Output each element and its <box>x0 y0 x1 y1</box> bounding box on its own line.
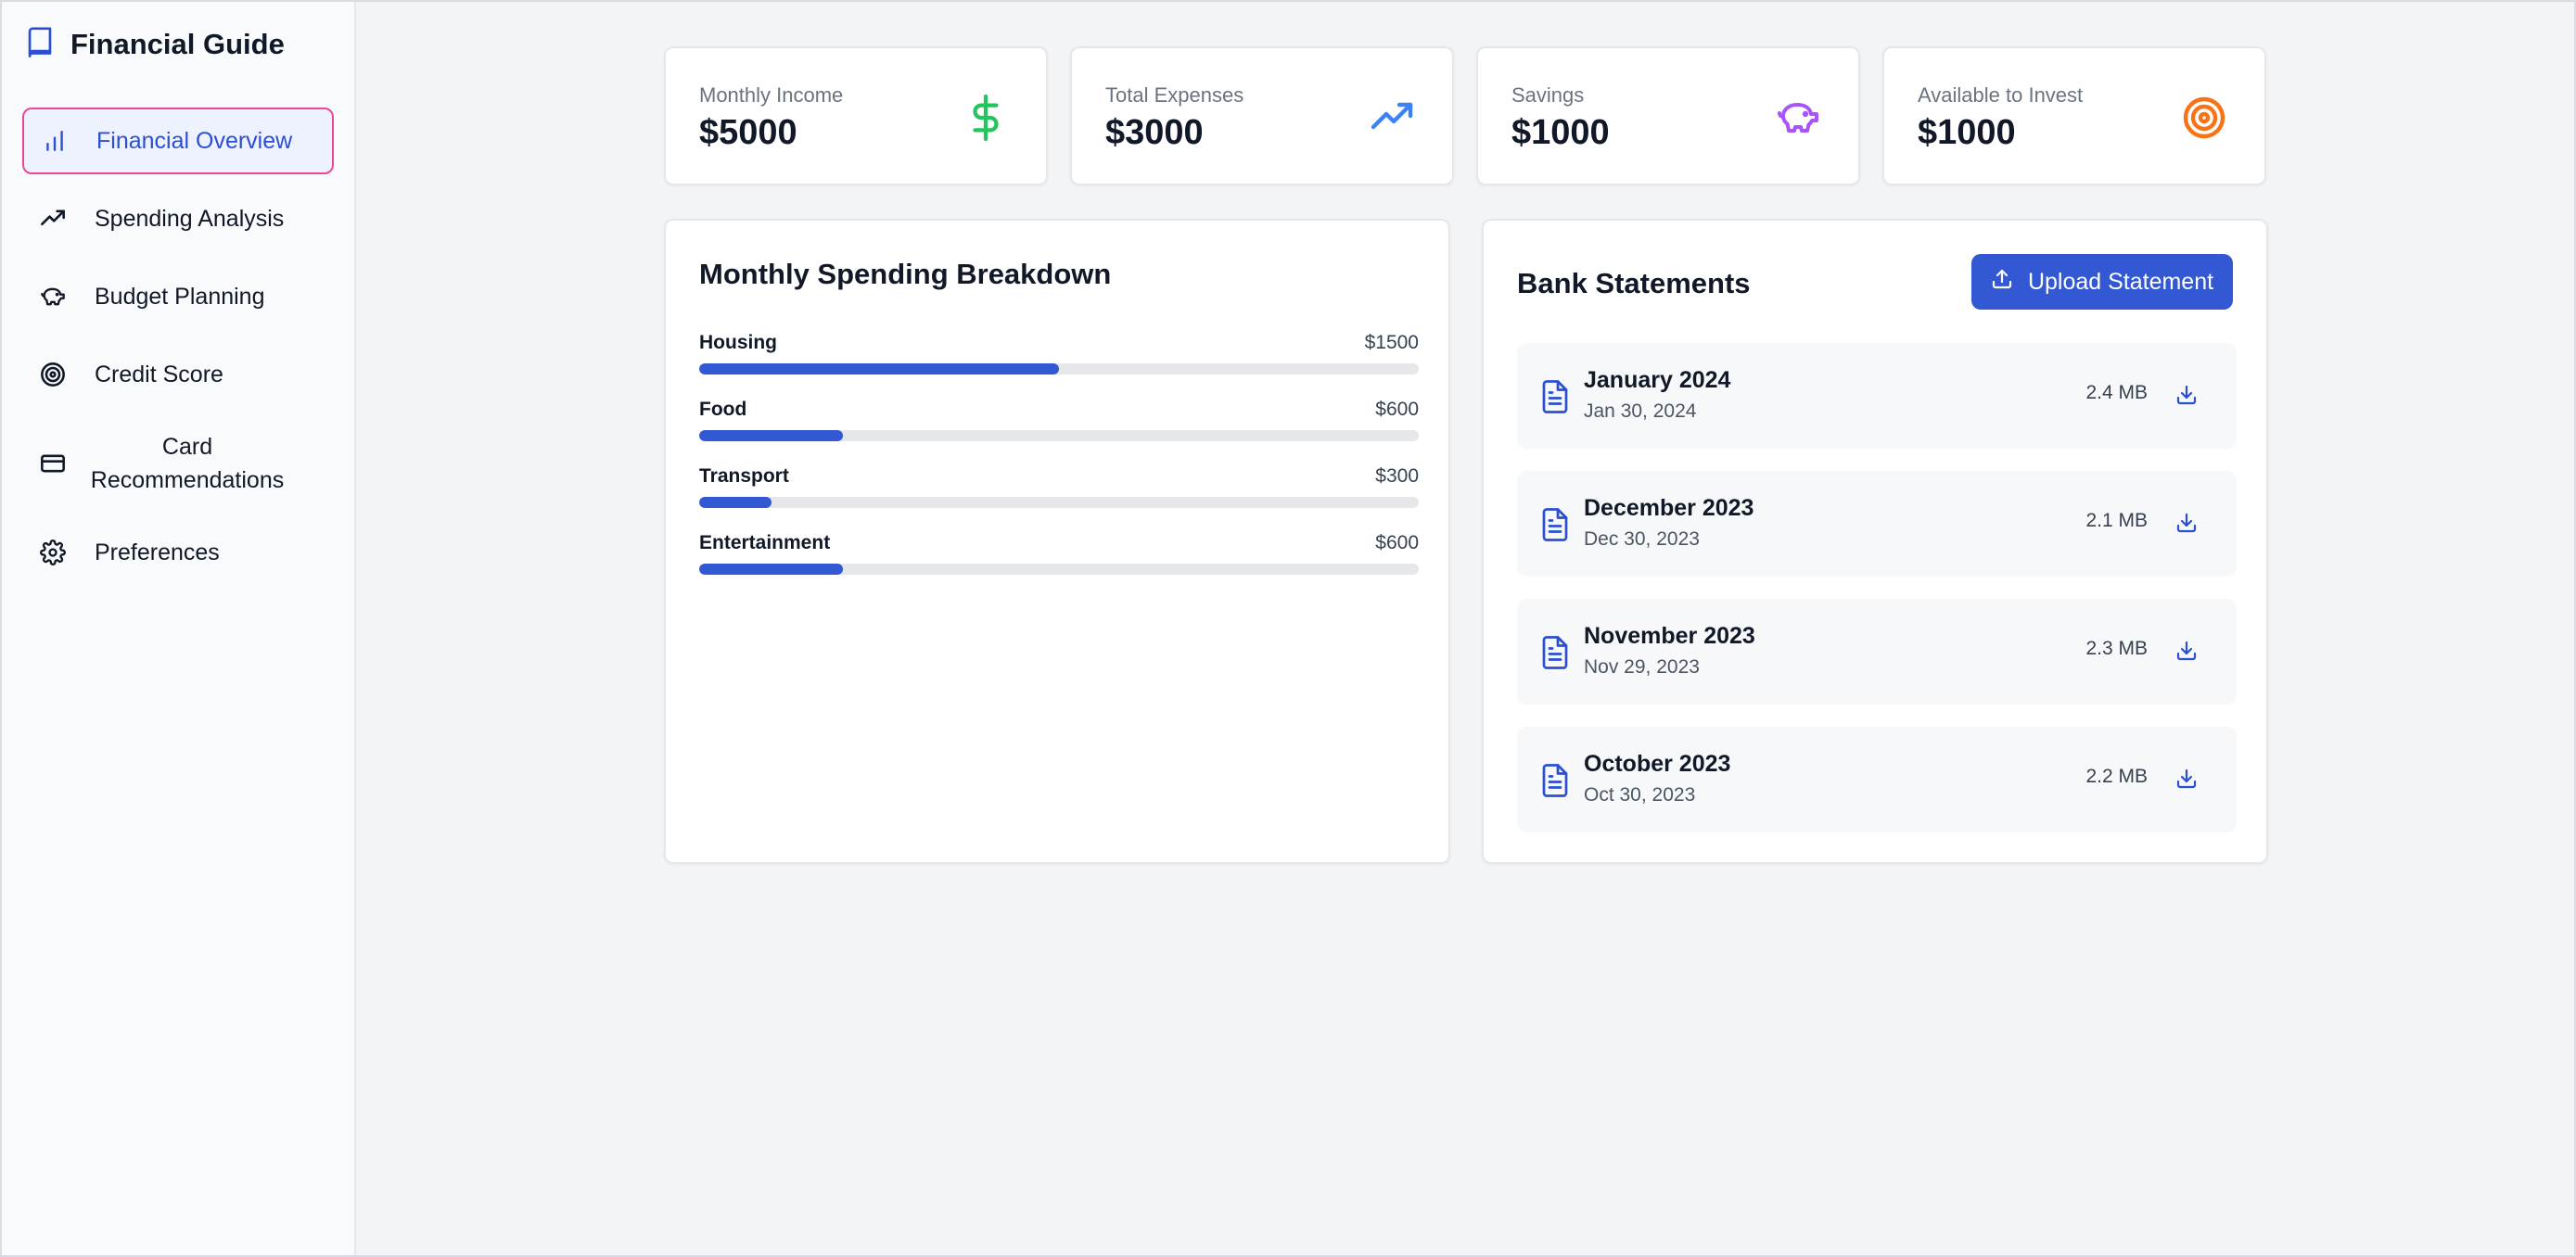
trending-up-icon <box>1369 95 1415 141</box>
file-text-icon <box>1541 508 1571 541</box>
spending-amount: $600 <box>1375 532 1419 553</box>
spending-progress-track <box>699 430 1419 441</box>
statement-size: 2.4 MB <box>2085 382 2148 403</box>
stat-label: Total Expenses <box>1105 83 1244 107</box>
sidebar-item-financial-overview[interactable]: Financial Overview <box>22 108 334 174</box>
stat-card-total-expenses: Total Expenses $3000 <box>1070 46 1454 185</box>
stat-card-monthly-income: Monthly Income $5000 <box>664 46 1048 185</box>
statement-date: Oct 30, 2023 <box>1584 784 1696 806</box>
sidebar-item-label: Credit Score <box>95 362 223 387</box>
spending-category: Housing <box>699 332 777 353</box>
sidebar-item-label: Financial Overview <box>96 128 293 154</box>
sidebar-item-spending-analysis[interactable]: Spending Analysis <box>22 185 334 252</box>
statement-size: 2.3 MB <box>2085 638 2148 659</box>
file-text-icon <box>1541 636 1571 669</box>
file-text-icon <box>1541 380 1571 413</box>
sidebar: Financial Guide Financial Overview Spend… <box>2 2 356 1255</box>
credit-card-icon <box>39 450 67 477</box>
spending-category: Transport <box>699 465 789 487</box>
upload-statement-label: Upload Statement <box>2027 268 2214 295</box>
spending-amount: $600 <box>1375 399 1419 420</box>
spending-row-transport: Transport $300 <box>699 463 1419 508</box>
stat-label: Savings <box>1511 83 1585 107</box>
spending-amount: $300 <box>1375 465 1419 487</box>
target-icon <box>2181 95 2227 141</box>
spending-progress-track <box>699 363 1419 375</box>
piggy-bank-icon <box>1775 95 1821 141</box>
target-icon <box>39 361 67 388</box>
statement-size: 2.2 MB <box>2085 766 2148 787</box>
sidebar-item-label: Spending Analysis <box>95 206 285 232</box>
main-content: Monthly Income $5000 Total Expenses $300… <box>356 2 2574 1255</box>
dollar-icon <box>963 95 1009 141</box>
statement-date: Dec 30, 2023 <box>1584 528 1700 550</box>
spending-category: Entertainment <box>699 532 831 553</box>
file-text-icon <box>1541 764 1571 797</box>
spending-progress-track <box>699 564 1419 575</box>
spending-amount: $1500 <box>1364 332 1419 353</box>
stat-label: Monthly Income <box>699 83 844 107</box>
stat-label: Available to Invest <box>1918 83 2084 107</box>
download-icon[interactable] <box>2172 636 2201 666</box>
stat-value: $5000 <box>699 113 797 152</box>
stat-value: $3000 <box>1105 113 1204 152</box>
stat-card-available-to-invest: Available to Invest $1000 <box>1882 46 2266 185</box>
upload-icon <box>1991 268 2013 297</box>
sidebar-item-label: Preferences <box>95 540 220 565</box>
sidebar-item-credit-score[interactable]: Credit Score <box>22 341 334 408</box>
sidebar-item-label: Budget Planning <box>95 284 265 310</box>
statement-size: 2.1 MB <box>2085 510 2148 531</box>
spending-row-entertainment: Entertainment $600 <box>699 530 1419 575</box>
sidebar-nav: Financial Overview Spending Analysis Bud… <box>22 108 334 597</box>
download-icon[interactable] <box>2172 764 2201 794</box>
spending-progress-fill <box>699 430 844 441</box>
piggy-bank-icon <box>39 283 67 311</box>
stat-value: $1000 <box>1918 113 2016 152</box>
statement-month: January 2024 <box>1584 367 1731 393</box>
spending-progress-fill <box>699 363 1059 375</box>
upload-statement-button[interactable]: Upload Statement <box>1971 254 2233 310</box>
sidebar-item-preferences[interactable]: Preferences <box>22 519 334 586</box>
sidebar-item-card-recommendations[interactable]: Card Recommendations <box>22 419 334 508</box>
download-icon[interactable] <box>2172 508 2201 538</box>
book-icon <box>26 26 54 63</box>
trending-up-icon <box>39 205 67 233</box>
statement-item[interactable]: November 2023 Nov 29, 2023 2.3 MB <box>1517 599 2237 705</box>
spending-progress-fill <box>699 564 844 575</box>
spending-breakdown-panel: Monthly Spending Breakdown Housing $1500… <box>664 219 1450 864</box>
statement-item[interactable]: January 2024 Jan 30, 2024 2.4 MB <box>1517 343 2237 449</box>
statement-item[interactable]: December 2023 Dec 30, 2023 2.1 MB <box>1517 471 2237 577</box>
spending-category: Food <box>699 399 747 420</box>
statement-date: Nov 29, 2023 <box>1584 656 1700 678</box>
statement-month: October 2023 <box>1584 751 1731 777</box>
panel-title: Monthly Spending Breakdown <box>699 258 1112 290</box>
app-title: Financial Guide <box>70 28 285 60</box>
statement-month: December 2023 <box>1584 495 1754 521</box>
sidebar-item-label: Card Recommendations <box>90 434 285 493</box>
stat-value: $1000 <box>1511 113 1610 152</box>
statement-date: Jan 30, 2024 <box>1584 400 1697 422</box>
statement-month: November 2023 <box>1584 623 1755 649</box>
spending-row-housing: Housing $1500 <box>699 330 1419 375</box>
stat-card-savings: Savings $1000 <box>1476 46 1860 185</box>
spending-progress-fill <box>699 497 772 508</box>
bar-chart-icon <box>41 127 69 155</box>
download-icon[interactable] <box>2172 380 2201 410</box>
gear-icon <box>39 539 67 566</box>
spending-row-food: Food $600 <box>699 397 1419 441</box>
bank-statements-panel: Bank Statements Upload Statement January… <box>1482 219 2268 864</box>
statement-item[interactable]: October 2023 Oct 30, 2023 2.2 MB <box>1517 727 2237 832</box>
brand: Financial Guide <box>26 26 285 63</box>
sidebar-item-budget-planning[interactable]: Budget Planning <box>22 263 334 330</box>
panel-title: Bank Statements <box>1517 267 1751 299</box>
spending-progress-track <box>699 497 1419 508</box>
